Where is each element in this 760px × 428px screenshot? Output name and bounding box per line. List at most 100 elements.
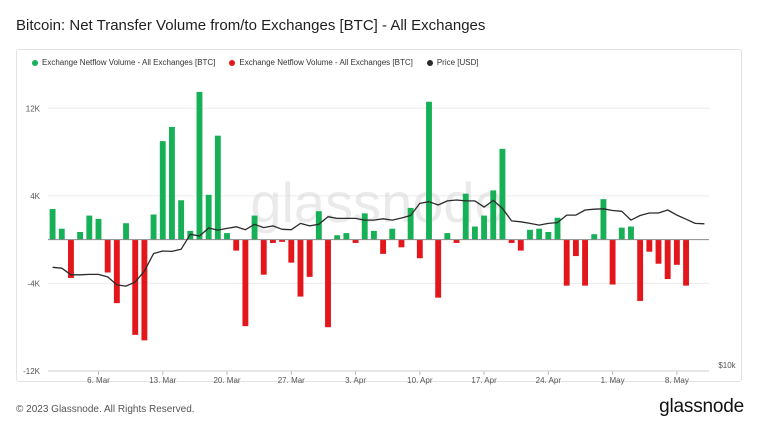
netflow-bar[interactable]: [600, 199, 607, 240]
netflow-bar[interactable]: [297, 239, 304, 297]
netflow-bar[interactable]: [389, 228, 396, 240]
bar-series: [48, 91, 709, 341]
netflow-bar[interactable]: [499, 148, 506, 240]
netflow-bar[interactable]: [673, 239, 680, 265]
netflow-bar[interactable]: [527, 229, 533, 240]
netflow-bar[interactable]: [655, 239, 662, 264]
netflow-bar[interactable]: [178, 200, 185, 240]
netflow-bar[interactable]: [646, 239, 653, 252]
y2-axis-label: $10k: [718, 361, 736, 370]
x-tick-label: 13. Mar: [149, 376, 176, 385]
netflow-bar[interactable]: [159, 141, 166, 240]
chart-frame: [16, 49, 742, 382]
netflow-bar[interactable]: [168, 126, 175, 240]
netflow-bar[interactable]: [628, 226, 634, 240]
netflow-bar[interactable]: [315, 211, 322, 240]
netflow-bar[interactable]: [536, 228, 543, 240]
netflow-bar[interactable]: [380, 239, 387, 254]
netflow-bar[interactable]: [664, 239, 671, 280]
legend-label: Exchange Netflow Volume - All Exchanges …: [42, 58, 216, 67]
netflow-bar[interactable]: [426, 101, 432, 240]
netflow-bar[interactable]: [591, 234, 598, 240]
netflow-bar[interactable]: [325, 239, 331, 328]
netflow-bar[interactable]: [572, 239, 579, 257]
netflow-bar[interactable]: [508, 239, 515, 243]
netflow-bar[interactable]: [150, 214, 157, 240]
legend-item-netflow-positive[interactable]: Exchange Netflow Volume - All Exchanges …: [32, 58, 215, 67]
netflow-bar[interactable]: [554, 217, 561, 240]
price-series: [52, 199, 705, 287]
netflow-bar[interactable]: [123, 223, 129, 240]
price-line[interactable]: [52, 199, 705, 287]
x-tick-label: 6. Mar: [87, 376, 110, 385]
netflow-bar[interactable]: [306, 239, 313, 277]
netflow-bar[interactable]: [618, 227, 625, 240]
netflow-bar[interactable]: [58, 228, 65, 240]
netflow-bar[interactable]: [416, 239, 423, 259]
y-axis: 12K 4K -4K -12K: [23, 104, 41, 376]
legend-dot-black: [426, 59, 433, 66]
netflow-bar[interactable]: [435, 239, 442, 298]
x-tick-label: 8. May: [665, 376, 689, 385]
netflow-bar[interactable]: [545, 231, 552, 240]
netflow-bar[interactable]: [334, 235, 341, 240]
netflow-bar[interactable]: [462, 193, 469, 240]
netflow-bar[interactable]: [77, 231, 84, 240]
netflow-bar[interactable]: [453, 239, 460, 243]
netflow-bar[interactable]: [104, 239, 111, 273]
netflow-bar[interactable]: [288, 239, 295, 263]
netflow-bar[interactable]: [196, 91, 203, 240]
chart-title: Bitcoin: Net Transfer Volume from/to Exc…: [16, 17, 486, 34]
netflow-bar[interactable]: [68, 239, 74, 278]
netflow-bar[interactable]: [86, 215, 93, 240]
y-tick-label: 4K: [30, 192, 40, 201]
legend-label: Exchange Netflow Volume - All Exchanges …: [239, 58, 413, 67]
netflow-bar[interactable]: [205, 194, 212, 240]
netflow-bar[interactable]: [214, 135, 221, 240]
netflow-bar[interactable]: [343, 233, 350, 240]
netflow-bar[interactable]: [471, 226, 478, 240]
netflow-bar[interactable]: [490, 190, 497, 240]
netflow-bar[interactable]: [251, 215, 258, 240]
glassnode-logo[interactable]: glassnode: [659, 396, 744, 417]
netflow-bar[interactable]: [407, 207, 414, 240]
netflow-bar[interactable]: [141, 239, 148, 341]
netflow-bar[interactable]: [269, 239, 276, 243]
netflow-bar[interactable]: [609, 239, 616, 285]
netflow-bar[interactable]: [481, 215, 488, 240]
x-axis: 6. Mar 13. Mar 20. Mar 27. Mar 3. Apr 10. Apr…: [48, 370, 709, 385]
netflow-bar[interactable]: [224, 233, 230, 240]
legend-label: Price [USD]: [436, 58, 479, 67]
netflow-bar[interactable]: [260, 239, 267, 275]
netflow-bar[interactable]: [49, 209, 56, 240]
y-tick-label: -12K: [23, 367, 41, 376]
netflow-bar[interactable]: [398, 239, 405, 248]
y-tick-label: -4K: [28, 279, 41, 288]
netflow-bar[interactable]: [683, 239, 689, 286]
netflow-bar[interactable]: [361, 213, 368, 240]
netflow-bar[interactable]: [352, 239, 359, 243]
netflow-bar[interactable]: [242, 239, 249, 327]
x-tick-label: 1. May: [601, 376, 625, 385]
netflow-bar[interactable]: [637, 239, 644, 301]
netflow-bar[interactable]: [370, 230, 377, 240]
netflow-bar[interactable]: [517, 239, 524, 251]
netflow-bar[interactable]: [279, 239, 286, 242]
netflow-bar[interactable]: [563, 239, 570, 286]
netflow-bar[interactable]: [132, 239, 139, 335]
legend-item-price[interactable]: Price [USD]: [426, 58, 479, 67]
chart-legend: Exchange Netflow Volume - All Exchanges …: [32, 58, 479, 67]
y-tick-label: 12K: [26, 104, 41, 113]
netflow-bar[interactable]: [444, 233, 451, 240]
netflow-bar[interactable]: [113, 239, 120, 304]
x-tick-label: 27. Mar: [278, 376, 305, 385]
netflow-bar[interactable]: [233, 239, 240, 251]
x-tick-label: 20. Mar: [213, 376, 240, 385]
netflow-bar[interactable]: [582, 239, 589, 286]
x-tick-label: 17. Apr: [471, 376, 497, 385]
copyright-text: © 2023 Glassnode. All Rights Reserved.: [16, 404, 195, 415]
legend-item-netflow-negative[interactable]: Exchange Netflow Volume - All Exchanges …: [229, 58, 413, 67]
x-tick-label: 3. Apr: [345, 376, 366, 385]
netflow-bar[interactable]: [95, 218, 102, 240]
